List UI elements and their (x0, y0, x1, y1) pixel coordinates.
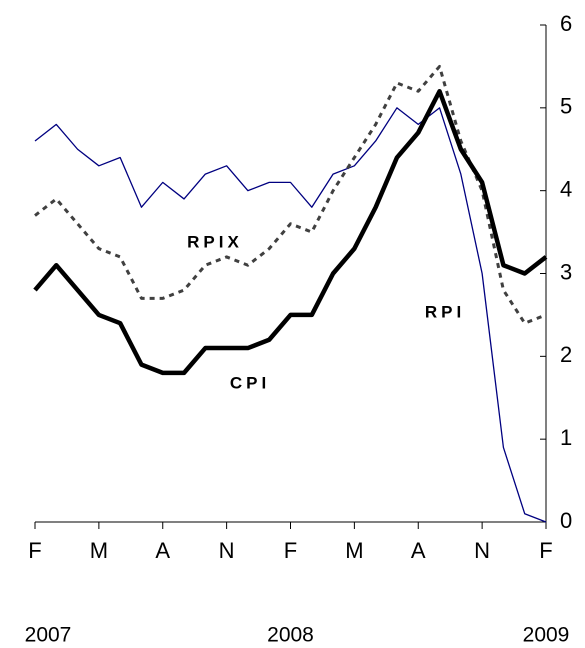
series-line (34, 64, 547, 325)
y-tick-label: 6 (560, 11, 572, 36)
y-tick-label: 4 (560, 176, 572, 201)
series-label: RPI (425, 302, 465, 321)
x-tick-label: F (28, 538, 41, 563)
series-label: CPI (230, 373, 270, 392)
y-tick-label: 5 (560, 94, 572, 119)
year-label: 2007 (25, 624, 72, 647)
y-tick-label: 0 (560, 508, 572, 533)
x-tick-label: M (345, 538, 363, 563)
y-tick-label: 1 (560, 425, 572, 450)
x-tick-label: M (90, 538, 108, 563)
series-line (34, 107, 547, 523)
x-tick-label: A (411, 538, 426, 563)
year-label: 2009 (523, 624, 570, 647)
series-label: RPIX (187, 232, 243, 251)
x-tick-label: F (284, 538, 297, 563)
x-tick-label: A (155, 538, 170, 563)
x-tick-label: N (219, 538, 235, 563)
x-tick-label: N (474, 538, 490, 563)
year-label: 2008 (267, 624, 314, 647)
y-tick-label: 3 (560, 259, 572, 284)
y-tick-label: 2 (560, 342, 572, 367)
x-tick-label: F (539, 538, 552, 563)
series-line (33, 89, 548, 376)
